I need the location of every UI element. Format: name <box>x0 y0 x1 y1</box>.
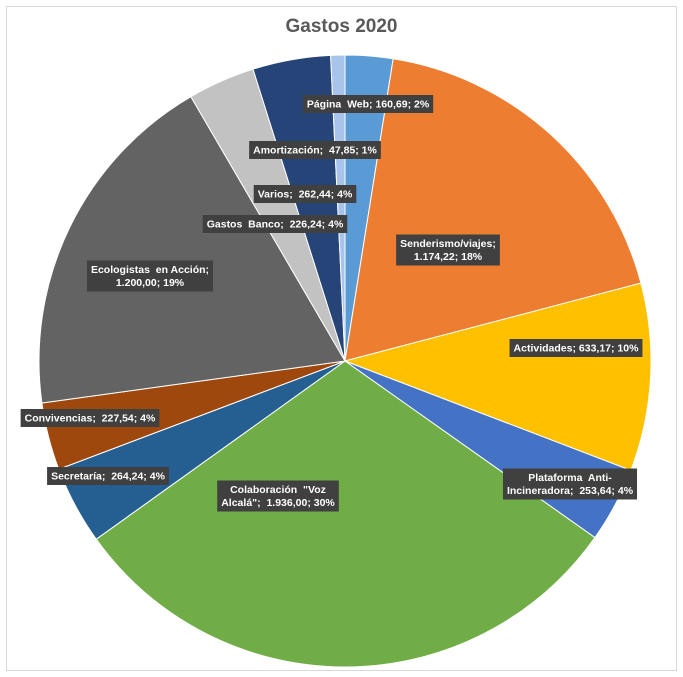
data-label-box <box>202 215 348 233</box>
data-label-box <box>396 234 500 266</box>
data-label-9: Gastos Banco; 226,24; 4% <box>202 215 348 233</box>
data-label-text: Actividades; 633,17; 10% <box>514 343 640 355</box>
data-label-text: Incineradora; 253,64; 4% <box>507 485 634 497</box>
data-label-text: Alcalá"; 1.936,00; 30% <box>221 497 335 509</box>
data-label-text: 1.174,22; 18% <box>414 251 483 263</box>
data-label-text: Convivencias; 227,54; 4% <box>25 413 156 425</box>
data-label-text: Colaboración "Voz <box>230 484 326 496</box>
data-label-text: Senderismo/viajes; <box>400 238 496 250</box>
data-label-box <box>302 95 434 113</box>
data-label-4: Plataforma Anti-Incineradora; 253,64; 4% <box>502 468 638 500</box>
data-label-text: Varios; 262,44; 4% <box>258 189 353 201</box>
data-label-box <box>20 409 160 427</box>
data-label-box <box>249 141 381 159</box>
data-label-text: Plataforma Anti- <box>528 472 612 484</box>
data-label-box <box>86 260 214 292</box>
pie-slice-11 <box>330 54 346 362</box>
data-label-box <box>502 468 638 500</box>
data-label-11: Amortización; 47,85; 1% <box>249 141 381 159</box>
data-label-1: Página Web; 160,69; 2% <box>302 95 434 113</box>
data-label-10: Varios; 262,44; 4% <box>253 185 357 203</box>
data-label-text: Ecologistas en Acción; <box>91 264 209 276</box>
data-label-text: 1.200,00; 19% <box>116 277 185 289</box>
pie-slice-2 <box>344 58 642 362</box>
data-label-box <box>253 185 357 203</box>
data-label-6: Secretaría; 264,24; 4% <box>47 467 169 485</box>
data-label-text: Gastos Banco; 226,24; 4% <box>207 219 344 231</box>
data-label-3: Actividades; 633,17; 10% <box>509 339 643 357</box>
pie-slice-5 <box>95 360 596 668</box>
pie-slice-3 <box>343 282 652 472</box>
data-label-text: Amortización; 47,85; 1% <box>253 145 377 157</box>
data-label-box <box>509 339 643 357</box>
data-label-2: Senderismo/viajes;1.174,22; 18% <box>396 234 500 266</box>
data-label-8: Ecologistas en Acción;1.200,00; 19% <box>86 260 214 292</box>
data-label-text: Secretaría; 264,24; 4% <box>51 471 165 483</box>
pie-slice-8 <box>38 95 346 404</box>
data-label-7: Convivencias; 227,54; 4% <box>20 409 160 427</box>
chart-title: Gastos 2020 <box>285 16 398 37</box>
data-label-text: Página Web; 160,69; 2% <box>307 99 430 111</box>
data-label-box <box>47 467 169 485</box>
data-label-box <box>217 480 339 512</box>
